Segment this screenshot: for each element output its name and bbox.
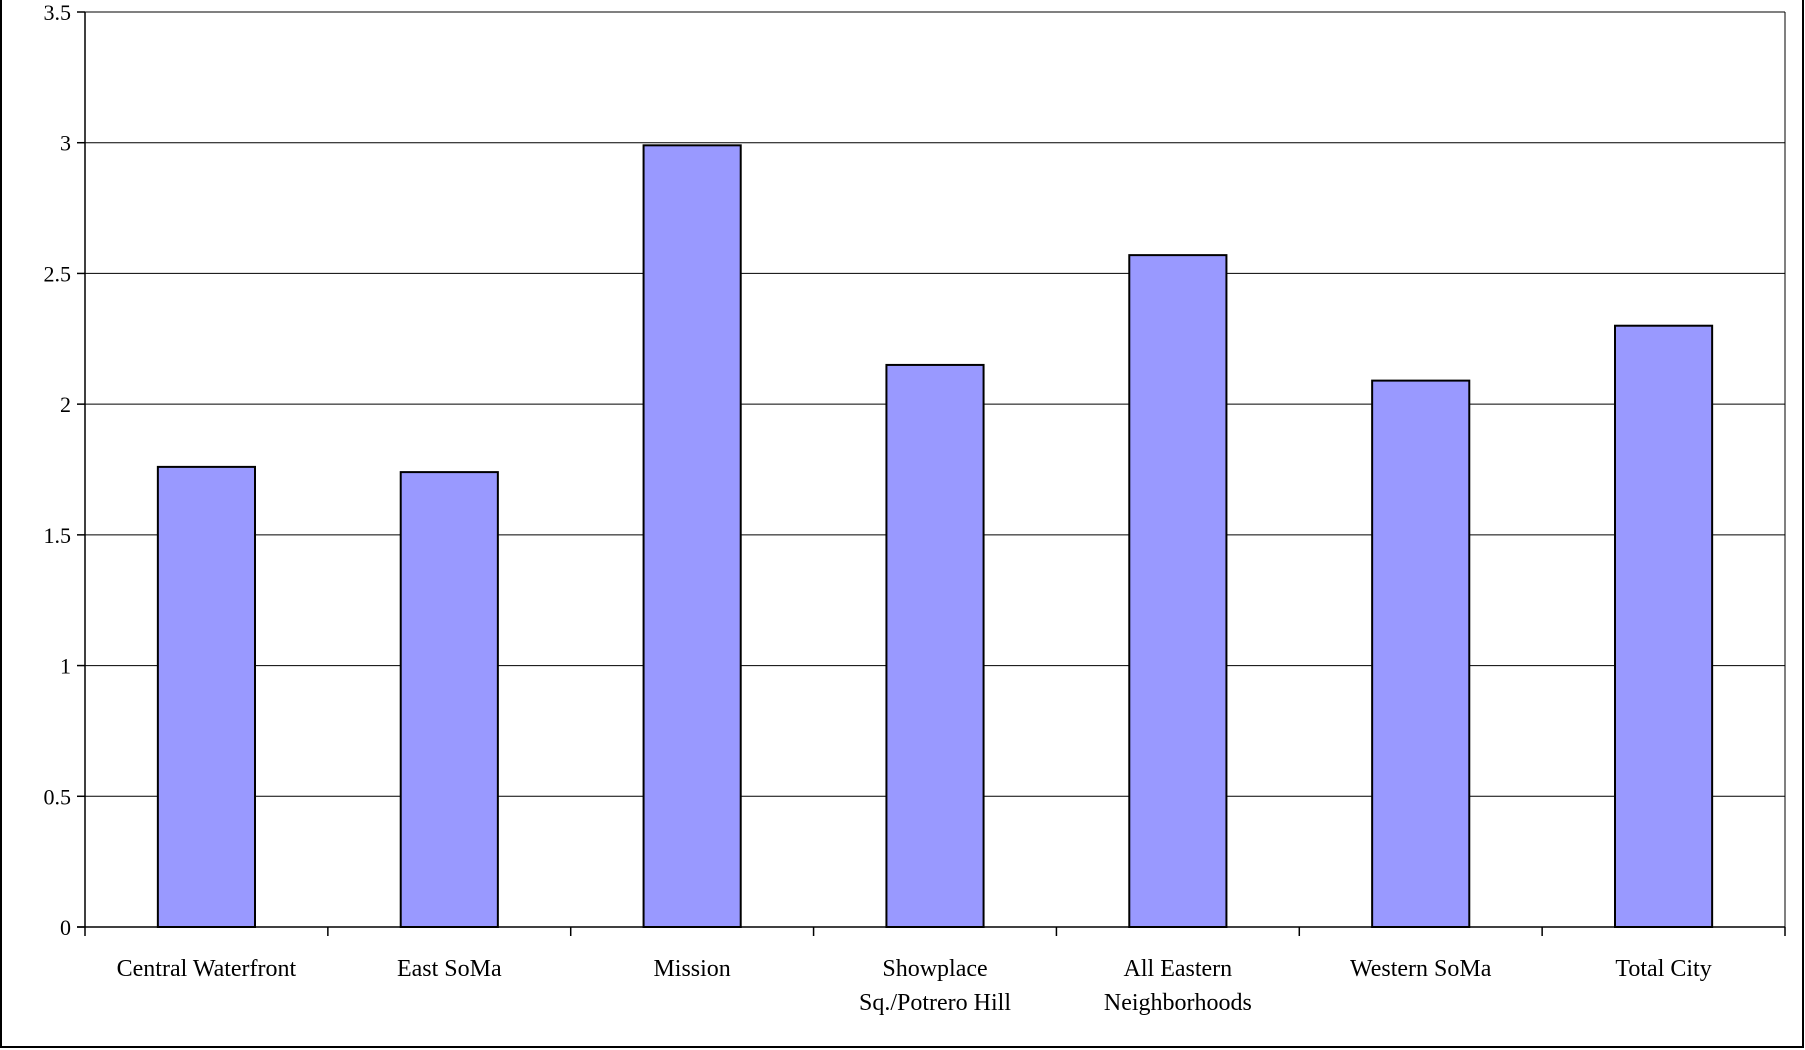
bar (885, 363, 985, 928)
x-category-label: Western SoMa (1350, 956, 1492, 982)
y-tick-label: 3.5 (44, 0, 72, 25)
x-category-label: All Eastern Neighborhoods (1104, 956, 1252, 1016)
bar (156, 465, 257, 928)
x-category-label: Total City (1615, 956, 1711, 982)
y-tick-label: 1 (60, 654, 71, 679)
x-category-labels: Central Waterfront East SoMa Mission Showpl… (117, 956, 1712, 1016)
y-tick-label: 2.5 (44, 261, 72, 286)
x-category-label: Showplace Sq./Potrero Hill (859, 956, 1011, 1016)
bar (399, 471, 499, 928)
bars (156, 144, 1714, 929)
y-tick-label: 3 (60, 131, 71, 156)
x-category-label: Mission (653, 956, 730, 982)
y-tick-label: 1.5 (44, 523, 72, 548)
axes (77, 11, 1786, 936)
bar (642, 144, 742, 929)
y-tick-label: 0 (60, 915, 71, 940)
y-tick-label: 0.5 (44, 784, 72, 809)
bar (1614, 324, 1714, 928)
y-tick-label: 2 (60, 392, 71, 417)
bar (1371, 379, 1471, 929)
bar (1128, 254, 1228, 928)
x-category-label: Central Waterfront (117, 956, 297, 982)
y-tick-labels: 0 0.5 1 1.5 2 2.5 3 3.5 (44, 0, 72, 940)
x-category-label: East SoMa (397, 956, 502, 982)
